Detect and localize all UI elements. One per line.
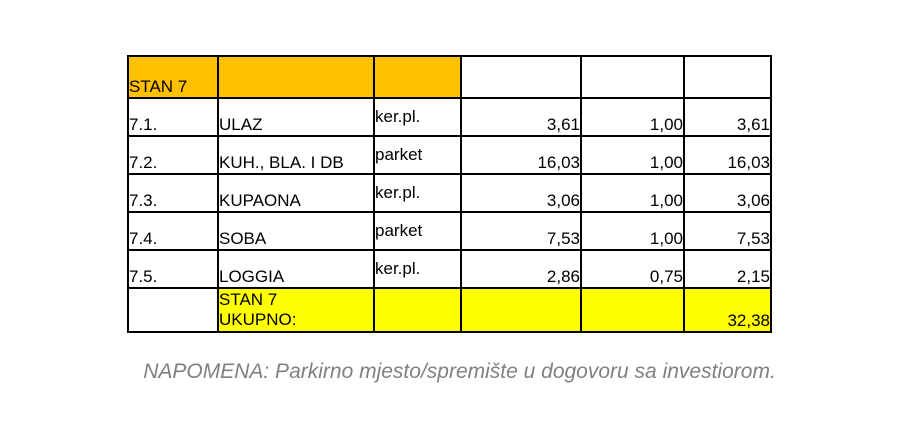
material-cell: parket xyxy=(373,211,462,251)
header-stan-label: STAN 7 xyxy=(127,55,219,99)
area-cell: 16,03 xyxy=(460,135,582,175)
table-total-row: STAN 7 UKUPNO: 32,38 xyxy=(127,287,772,333)
total-sum-cell: 32,38 xyxy=(683,287,772,333)
table-row: 7.2. KUH., BLA. I DB parket 16,03 1,00 1… xyxy=(127,135,772,175)
apartment-area-table: STAN 7 7.1. ULAZ ker.pl. 3,61 1,00 3,61 … xyxy=(127,55,772,333)
header-empty-cell xyxy=(373,55,462,99)
room-name-cell: SOBA xyxy=(217,211,375,251)
room-name-cell: KUH., BLA. I DB xyxy=(217,135,375,175)
row-number-cell: 7.5. xyxy=(127,249,219,289)
header-empty-cell xyxy=(460,55,582,99)
row-number-cell: 7.1. xyxy=(127,97,219,137)
coefficient-cell: 1,00 xyxy=(580,211,685,251)
coefficient-cell: 1,00 xyxy=(580,173,685,213)
material-cell: ker.pl. xyxy=(373,97,462,137)
coefficient-cell: 1,00 xyxy=(580,135,685,175)
total-label-cell: STAN 7 UKUPNO: xyxy=(217,287,375,333)
header-empty-cell xyxy=(217,55,375,99)
area-cell: 3,61 xyxy=(460,97,582,137)
room-name-cell: ULAZ xyxy=(217,97,375,137)
row-number-cell: 7.3. xyxy=(127,173,219,213)
total-empty-cell xyxy=(460,287,582,333)
area-cell: 7,53 xyxy=(460,211,582,251)
header-empty-cell xyxy=(683,55,772,99)
reduced-area-cell: 3,06 xyxy=(683,173,772,213)
coefficient-cell: 0,75 xyxy=(580,249,685,289)
total-label-line1: STAN 7 xyxy=(219,290,278,309)
room-name-cell: KUPAONA xyxy=(217,173,375,213)
table-row: 7.1. ULAZ ker.pl. 3,61 1,00 3,61 xyxy=(127,97,772,137)
header-empty-cell xyxy=(580,55,685,99)
table-row: 7.5. LOGGIA ker.pl. 2,86 0,75 2,15 xyxy=(127,249,772,289)
total-label-line2: UKUPNO: xyxy=(219,310,297,329)
material-cell: parket xyxy=(373,135,462,175)
table-header-row: STAN 7 xyxy=(127,55,772,99)
table-row: 7.4. SOBA parket 7,53 1,00 7,53 xyxy=(127,211,772,251)
reduced-area-cell: 16,03 xyxy=(683,135,772,175)
material-cell: ker.pl. xyxy=(373,173,462,213)
row-number-cell: 7.2. xyxy=(127,135,219,175)
room-name-cell: LOGGIA xyxy=(217,249,375,289)
reduced-area-cell: 3,61 xyxy=(683,97,772,137)
material-cell: ker.pl. xyxy=(373,249,462,289)
total-empty-cell xyxy=(127,287,219,333)
area-cell: 3,06 xyxy=(460,173,582,213)
area-cell: 2,86 xyxy=(460,249,582,289)
coefficient-cell: 1,00 xyxy=(580,97,685,137)
total-empty-cell xyxy=(373,287,462,333)
reduced-area-cell: 7,53 xyxy=(683,211,772,251)
reduced-area-cell: 2,15 xyxy=(683,249,772,289)
row-number-cell: 7.4. xyxy=(127,211,219,251)
total-empty-cell xyxy=(580,287,685,333)
table-row: 7.3. KUPAONA ker.pl. 3,06 1,00 3,06 xyxy=(127,173,772,213)
note-text: NAPOMENA: Parkirno mjesto/spremište u do… xyxy=(143,360,776,383)
